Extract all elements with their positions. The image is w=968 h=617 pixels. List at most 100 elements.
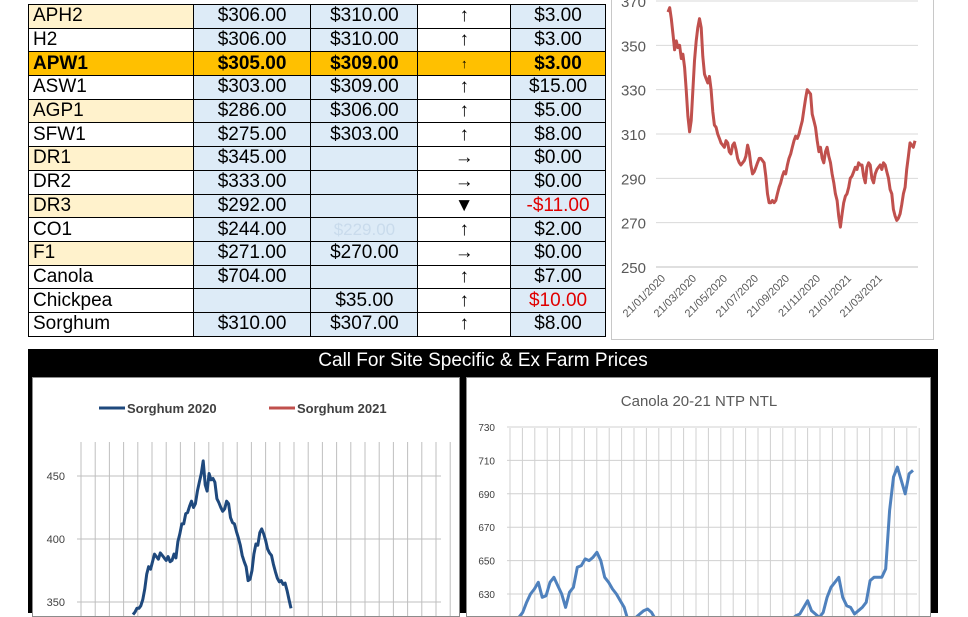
trend-arrow-icon: ↑ bbox=[417, 311, 512, 337]
offer-price: $309.00 bbox=[310, 75, 419, 100]
table-row: CO1 $244.00 $229.00 ↑ $2.00 bbox=[28, 217, 606, 242]
y-tick-label: 350 bbox=[47, 597, 65, 609]
table-row: ASW1 $303.00 $309.00 ↑ $15.00 bbox=[28, 75, 606, 100]
trend-arrow-icon: ↑ bbox=[417, 27, 512, 53]
table-row: Canola $704.00 ↑ $7.00 bbox=[28, 264, 606, 290]
commodity-name: H2 bbox=[28, 27, 194, 53]
trend-arrow-icon: ↑ bbox=[417, 217, 512, 242]
trend-arrow-icon: ↑ bbox=[417, 264, 512, 290]
table-row: DR2 $333.00 → $0.00 bbox=[28, 169, 606, 195]
commodity-name: SFW1 bbox=[28, 122, 194, 148]
table-row: DR1 $345.00 → $0.00 bbox=[28, 146, 606, 171]
table-row: APW1 $305.00 $309.00 ↑ $3.00 bbox=[28, 51, 606, 77]
offer-price: $307.00 bbox=[310, 311, 419, 337]
trend-arrow-icon: ↑ bbox=[417, 4, 512, 29]
price-change: $7.00 bbox=[510, 264, 606, 290]
offer-price: $229.00 bbox=[310, 217, 419, 242]
offer-price: $270.00 bbox=[310, 240, 419, 266]
y-tick-label: 290 bbox=[621, 171, 646, 188]
commodity-name: F1 bbox=[28, 240, 194, 266]
price-history-chart: 250 270 290 310 330 350 370 21/01/2020 21/03/202… bbox=[611, 0, 934, 340]
commodity-name: AGP1 bbox=[28, 98, 194, 124]
price-change: $0.00 bbox=[510, 146, 606, 171]
offer-price bbox=[310, 169, 419, 195]
faded-offer-price: $229.00 bbox=[333, 219, 396, 239]
table-row: DR3 $292.00 ▼ -$11.00 bbox=[28, 193, 606, 219]
offer-price: $306.00 bbox=[310, 98, 419, 124]
sorghum-chart: 350 400 450 Sorghum 2020 Sorghum 2021 bbox=[32, 377, 460, 617]
price-change: $8.00 bbox=[510, 311, 606, 337]
y-tick-label: 310 bbox=[621, 127, 646, 144]
commodity-name: DR1 bbox=[28, 146, 194, 171]
price-change: $0.00 bbox=[510, 169, 606, 195]
commodity-name: APH2 bbox=[28, 4, 194, 29]
commodity-name: Sorghum bbox=[28, 311, 194, 337]
y-tick-label: 730 bbox=[478, 423, 495, 434]
legend-label: Sorghum 2020 bbox=[127, 401, 217, 416]
y-tick-label: 450 bbox=[47, 471, 65, 483]
table-row: APH2 $306.00 $310.00 ↑ $3.00 bbox=[28, 4, 606, 29]
sorghum-2020-line bbox=[131, 459, 293, 616]
bid-price: $244.00 bbox=[192, 217, 312, 242]
price-change: -$11.00 bbox=[510, 193, 606, 219]
table-row: H2 $306.00 $310.00 ↑ $3.00 bbox=[28, 27, 606, 53]
bid-price: $704.00 bbox=[192, 264, 312, 290]
price-change: $8.00 bbox=[510, 122, 606, 148]
table-row: AGP1 $286.00 $306.00 ↑ $5.00 bbox=[28, 98, 606, 124]
price-line bbox=[666, 6, 917, 229]
commodity-name: Canola bbox=[28, 264, 194, 290]
trend-arrow-icon: ↑ bbox=[417, 288, 512, 313]
bid-price: $310.00 bbox=[192, 311, 312, 337]
price-change: $3.00 bbox=[510, 27, 606, 53]
offer-price bbox=[310, 193, 419, 219]
trend-arrow-icon: ↑ bbox=[417, 51, 512, 77]
commodity-name: CO1 bbox=[28, 217, 194, 242]
price-change: $15.00 bbox=[510, 75, 606, 100]
y-tick-label: 710 bbox=[478, 456, 495, 467]
legend-label: Sorghum 2021 bbox=[297, 401, 387, 416]
y-tick-label: 670 bbox=[478, 523, 495, 534]
y-tick-label: 690 bbox=[478, 490, 495, 501]
trend-arrow-icon: → bbox=[417, 146, 512, 171]
price-change: $3.00 bbox=[510, 4, 606, 29]
bid-price: $271.00 bbox=[192, 240, 312, 266]
y-tick-label: 330 bbox=[621, 83, 646, 100]
bid-price: $305.00 bbox=[192, 51, 312, 77]
commodity-name: DR2 bbox=[28, 169, 194, 195]
commodity-name: Chickpea bbox=[28, 288, 194, 313]
commodity-name: DR3 bbox=[28, 193, 194, 219]
canola-chart: Canola 20-21 NTP NTL61063065067069071073… bbox=[466, 377, 931, 617]
price-change: $10.00 bbox=[510, 288, 606, 313]
chart-title: Canola 20-21 NTP NTL bbox=[621, 393, 777, 410]
bid-price bbox=[192, 288, 312, 313]
canola-line bbox=[517, 465, 914, 616]
commodity-name: ASW1 bbox=[28, 75, 194, 100]
y-tick-label: 350 bbox=[621, 38, 646, 55]
trend-arrow-icon: ▼ bbox=[417, 193, 512, 219]
trend-arrow-icon: ↑ bbox=[417, 98, 512, 124]
bid-price: $303.00 bbox=[192, 75, 312, 100]
offer-price: $310.00 bbox=[310, 27, 419, 53]
y-tick-label: 270 bbox=[621, 216, 646, 233]
site-specific-banner: Call For Site Specific & Ex Farm Prices bbox=[28, 349, 938, 373]
table-row: Sorghum $310.00 $307.00 ↑ $8.00 bbox=[28, 311, 606, 337]
price-change: $0.00 bbox=[510, 240, 606, 266]
offer-price bbox=[310, 146, 419, 171]
bid-price: $306.00 bbox=[192, 27, 312, 53]
trend-arrow-icon: ↑ bbox=[417, 75, 512, 100]
y-tick-label: 630 bbox=[478, 590, 495, 601]
trend-arrow-icon: → bbox=[417, 169, 512, 195]
bid-price: $275.00 bbox=[192, 122, 312, 148]
bid-price: $345.00 bbox=[192, 146, 312, 171]
offer-price bbox=[310, 264, 419, 290]
offer-price: $303.00 bbox=[310, 122, 419, 148]
offer-price: $309.00 bbox=[310, 51, 419, 77]
price-table: APH2 $306.00 $310.00 ↑ $3.00 H2 $306.00 $310.00… bbox=[28, 4, 606, 337]
offer-price: $310.00 bbox=[310, 4, 419, 29]
bid-price: $333.00 bbox=[192, 169, 312, 195]
table-row: F1 $271.00 $270.00 → $0.00 bbox=[28, 240, 606, 266]
trend-arrow-icon: ↑ bbox=[417, 122, 512, 148]
price-change: $2.00 bbox=[510, 217, 606, 242]
price-change: $3.00 bbox=[510, 51, 606, 77]
table-row: SFW1 $275.00 $303.00 ↑ $8.00 bbox=[28, 122, 606, 148]
